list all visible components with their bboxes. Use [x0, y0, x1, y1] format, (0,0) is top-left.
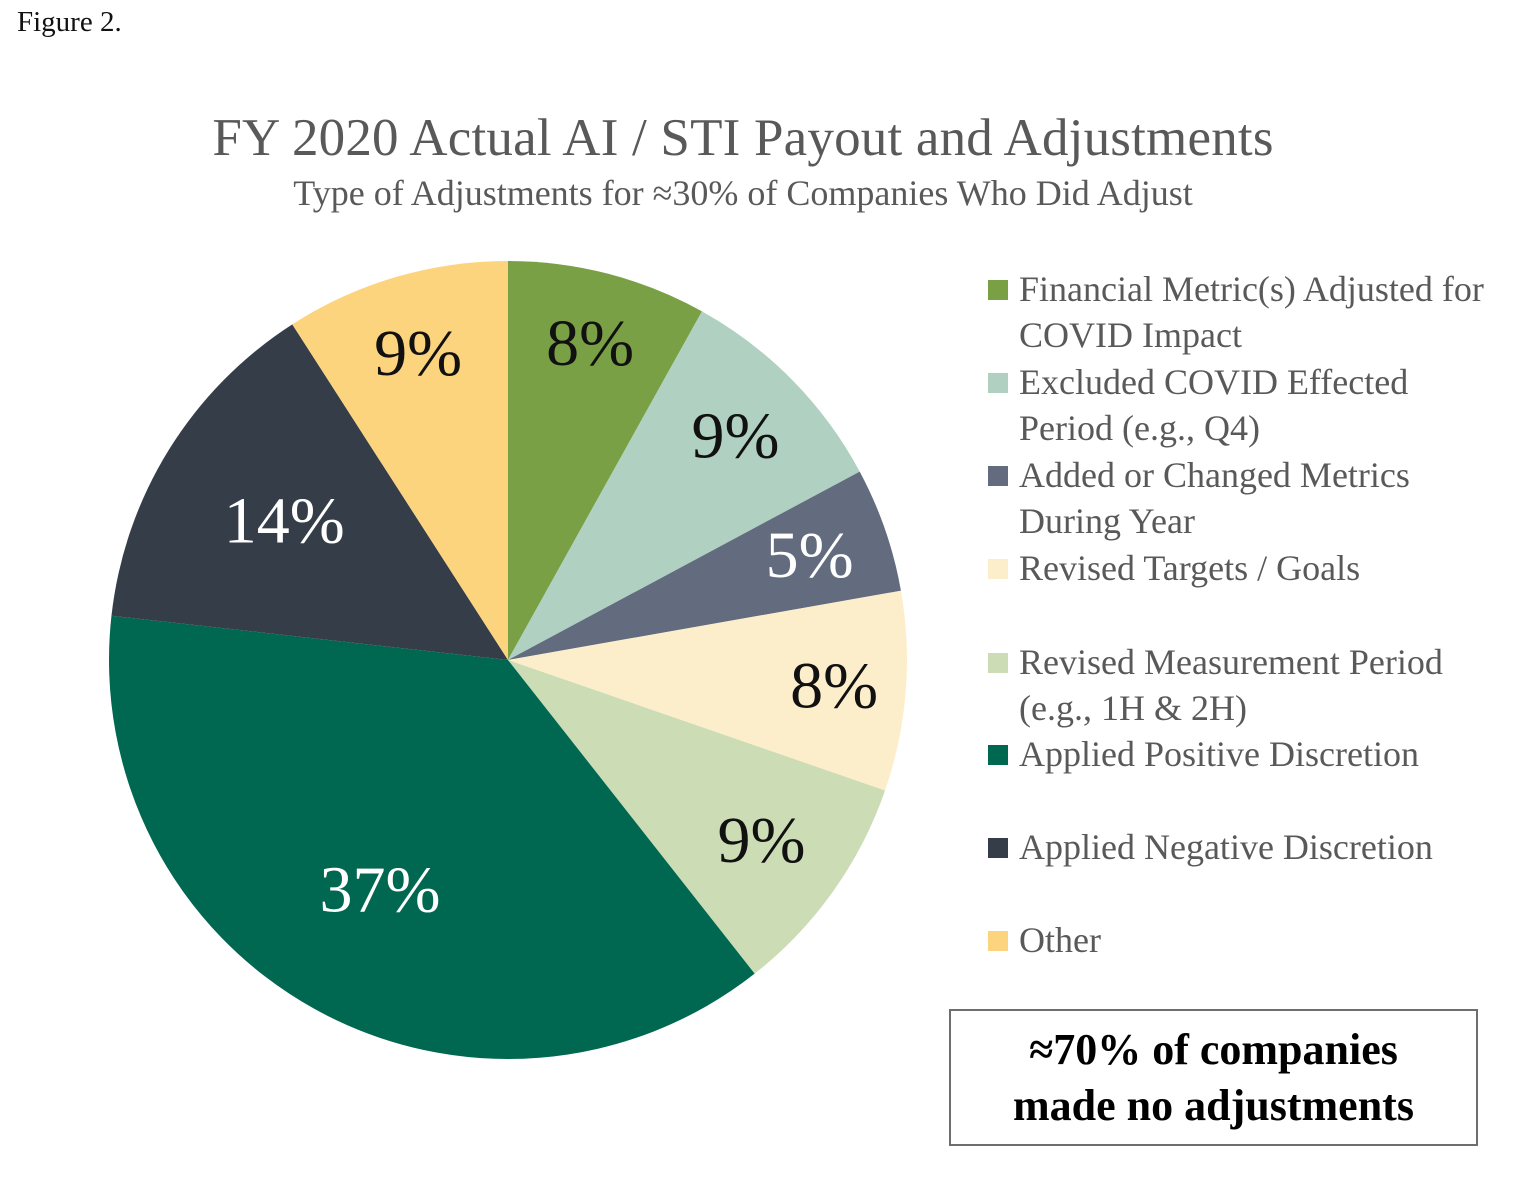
legend-item: Applied Positive Discretion [988, 731, 1489, 777]
pie-slice [111, 324, 509, 660]
legend-swatch [988, 838, 1008, 858]
chart-title: FY 2020 Actual AI / STI Payout and Adjus… [212, 109, 1274, 167]
pie-slice [109, 615, 755, 1059]
pie-slice [508, 311, 860, 660]
pie-slice [292, 261, 508, 660]
legend-item: Revised Targets / Goals [988, 545, 1489, 591]
pie-data-label: 8% [790, 649, 878, 722]
callout-line-2: made no adjustments [1013, 1080, 1414, 1130]
pie-slices [109, 261, 907, 1059]
pie-data-label: 5% [766, 519, 854, 592]
pie-data-label: 9% [718, 804, 806, 877]
legend-label: Excluded COVID Effected Period (e.g., Q4… [1019, 362, 1409, 448]
legend-swatch [988, 373, 1008, 393]
legend-item: Added or Changed Metrics During Year [988, 452, 1489, 544]
pie-data-label: 8% [546, 307, 634, 380]
pie-chart: 8% 9% 5% 8% 9% 37% 14% 9% [109, 261, 907, 1059]
pie-slice [508, 660, 886, 974]
pie-slice [508, 261, 702, 660]
legend-item: Financial Metric(s) Adjusted for COVID I… [988, 266, 1489, 358]
legend-item: Applied Negative Discretion [988, 824, 1489, 870]
pie-slice [508, 471, 901, 660]
legend-label: Applied Negative Discretion [1019, 827, 1433, 867]
pie-data-label: 37% [319, 854, 440, 927]
legend-swatch [988, 559, 1008, 579]
legend-swatch [988, 280, 1008, 300]
legend-label: Added or Changed Metrics During Year [1019, 455, 1410, 541]
legend-item: Excluded COVID Effected Period (e.g., Q4… [988, 359, 1489, 451]
legend-swatch [988, 466, 1008, 486]
pie-data-labels: 8% 9% 5% 8% 9% 37% 14% 9% [224, 307, 878, 927]
legend-item: Other [988, 917, 1489, 963]
pie-data-label: 14% [224, 485, 345, 558]
legend-label: Applied Positive Discretion [1019, 734, 1419, 774]
pie-slice [508, 590, 907, 791]
legend-label: Revised Targets / Goals [1019, 548, 1361, 588]
no-adjustment-callout-box: ≈70% of companies made no adjustments [949, 1009, 1478, 1146]
pie-data-label: 9% [374, 317, 462, 390]
callout-text: ≈70% of companies made no adjustments [1013, 1022, 1414, 1134]
legend-label: Financial Metric(s) Adjusted for COVID I… [1019, 269, 1484, 355]
chart-subtitle: Type of Adjustments for ≈30% of Companie… [293, 173, 1193, 213]
legend-swatch [988, 931, 1008, 951]
legend-swatch [988, 745, 1008, 765]
figure-label: Figure 2. [17, 6, 122, 38]
callout-line-1: ≈70% of companies [1029, 1024, 1398, 1074]
legend-swatch [988, 653, 1008, 673]
legend-label: Revised Measurement Period (e.g., 1H & 2… [1019, 642, 1443, 728]
legend-item: Revised Measurement Period (e.g., 1H & 2… [988, 639, 1489, 731]
legend-label: Other [1019, 920, 1101, 960]
pie-data-label: 9% [691, 400, 779, 473]
